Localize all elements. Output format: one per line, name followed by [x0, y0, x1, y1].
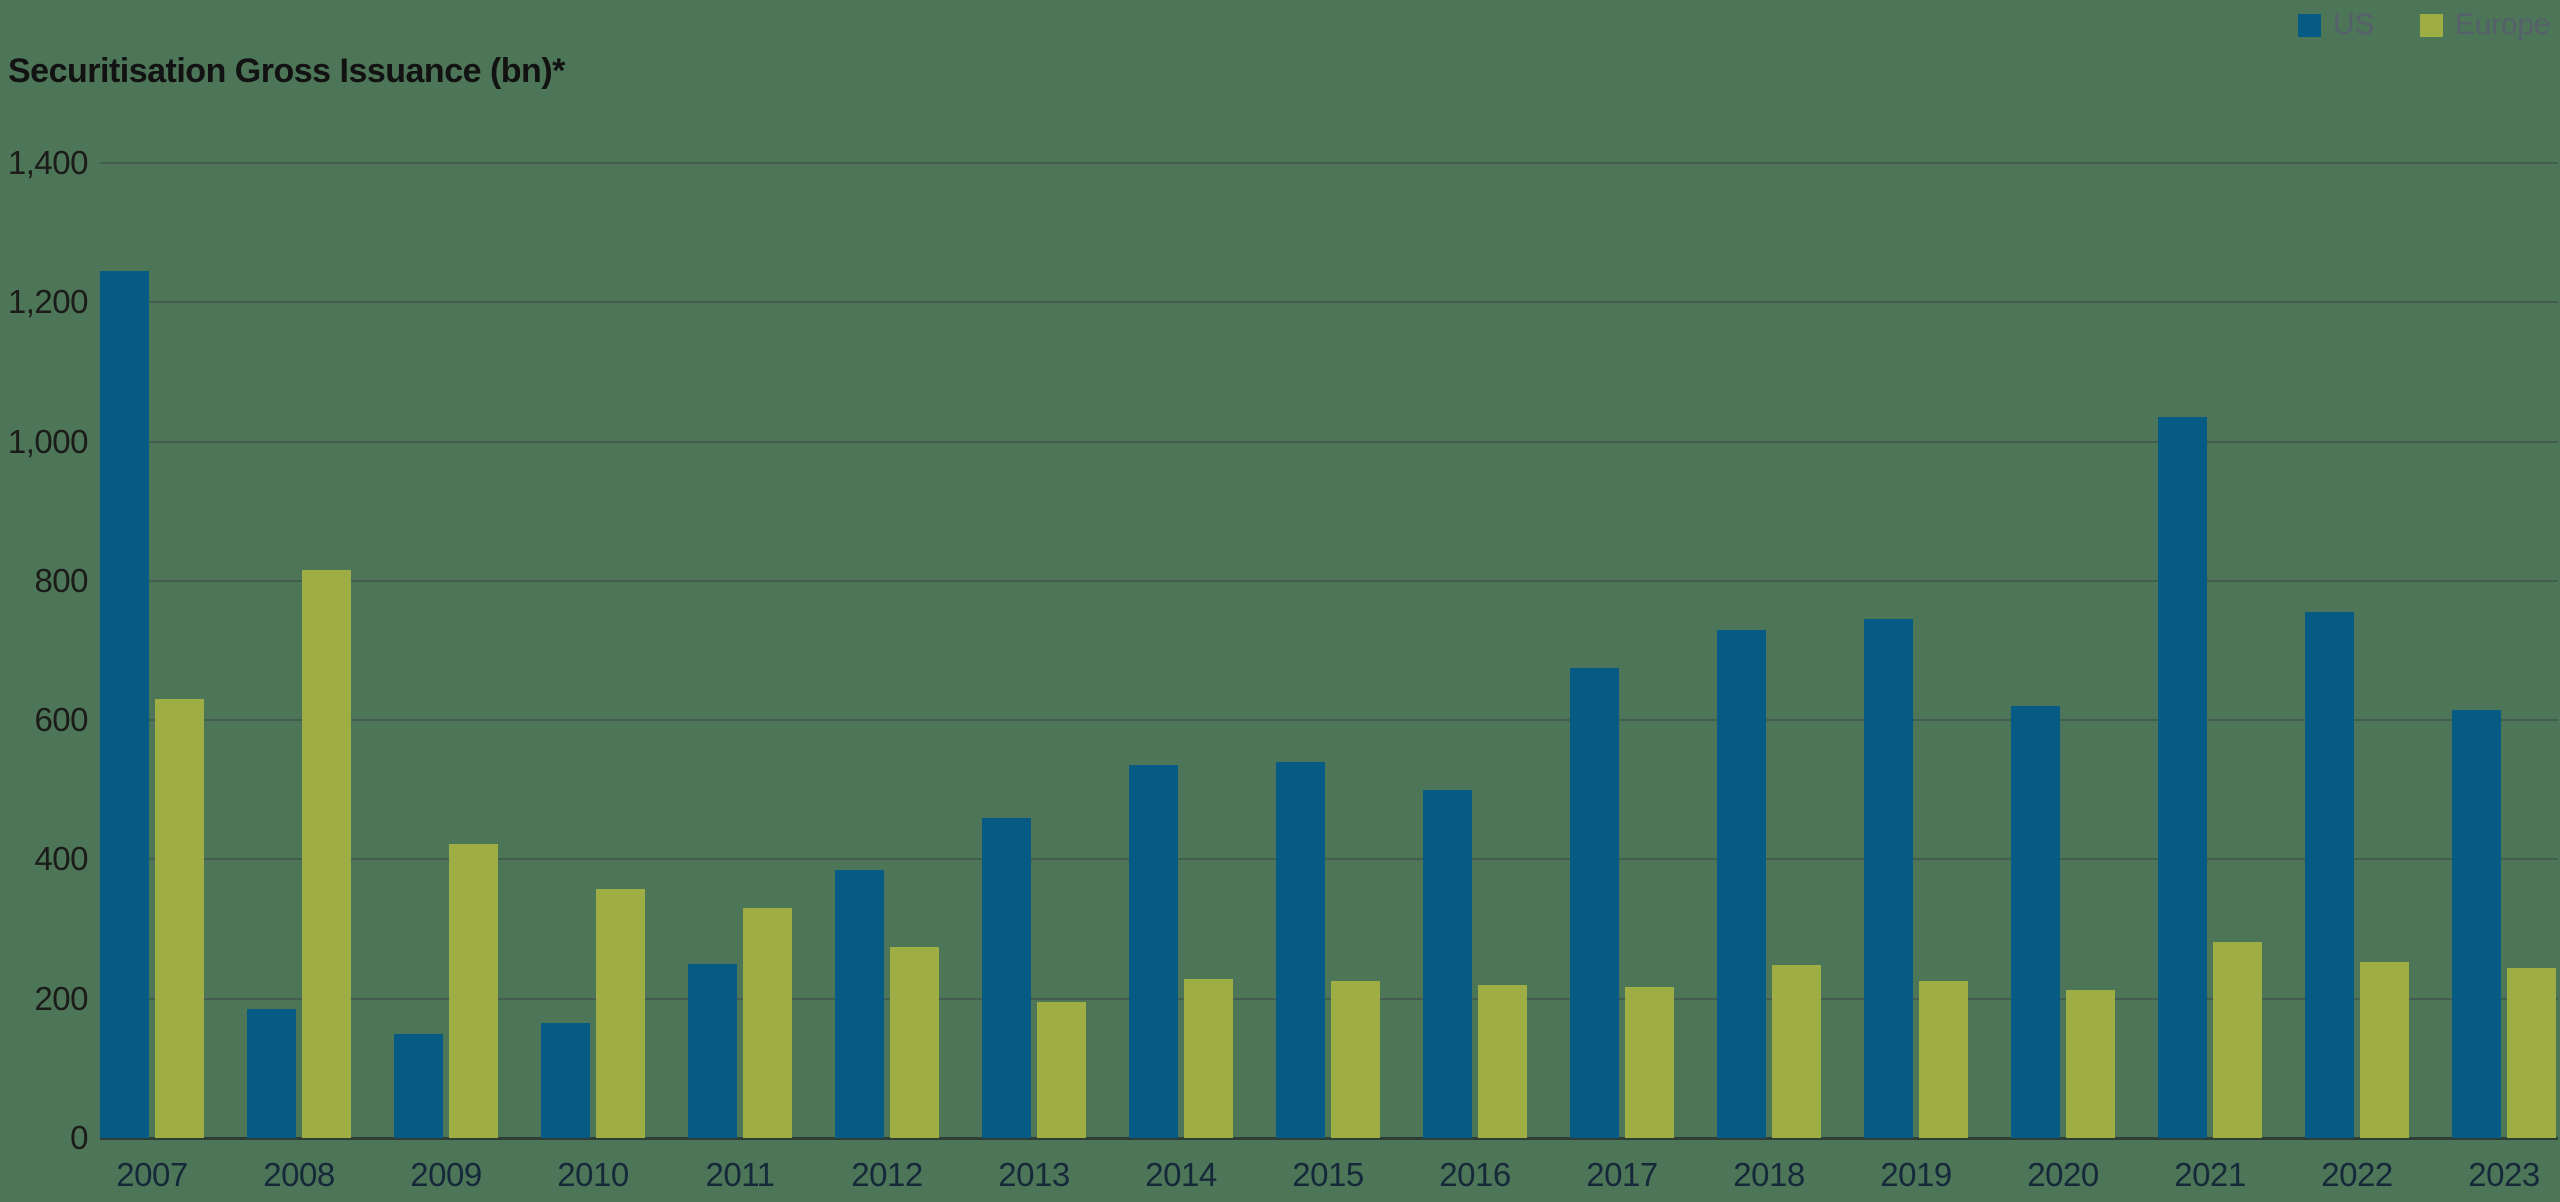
gridline	[100, 162, 2558, 164]
y-axis-tick-label: 1,000	[7, 422, 89, 460]
bar-us-2016	[1423, 790, 1472, 1138]
bar-us-2013	[982, 818, 1031, 1138]
bar-europe-2018	[1772, 965, 1821, 1138]
europe-legend-swatch-icon	[2420, 13, 2444, 37]
x-axis-label: 2018	[1733, 1156, 1805, 1193]
bar-us-2019	[1864, 619, 1913, 1138]
gridline	[100, 579, 2558, 582]
us-legend-swatch-icon	[2297, 13, 2321, 37]
bar-us-2008	[247, 1009, 296, 1138]
bar-group-2015	[1276, 762, 1380, 1138]
y-axis-tick-label: 800	[34, 561, 88, 599]
x-axis-line	[100, 1137, 2558, 1140]
x-axis-label: 2012	[851, 1156, 923, 1193]
x-axis-label: 2022	[2321, 1156, 2393, 1193]
bar-us-2007	[100, 271, 149, 1138]
bar-group-2023	[2452, 710, 2556, 1138]
y-axis-tick-label: 1,200	[7, 283, 89, 321]
bar-group-2017	[1570, 668, 1674, 1138]
legend-label-us: US	[2332, 8, 2375, 41]
bar-group-2007	[100, 271, 204, 1138]
bar-us-2012	[835, 870, 884, 1138]
y-axis-tick-label: 400	[34, 840, 88, 878]
legend-label-europe: Europe	[2455, 8, 2550, 41]
x-axis-labels: 2007 2008 2009 2010 2011 2012 2013 2014 2015 2016…	[100, 1156, 2556, 1194]
y-axis-tick-label: 200	[34, 979, 88, 1017]
bar-us-2021	[2158, 417, 2207, 1138]
legend-item-us: US	[2297, 8, 2375, 42]
bar-europe-2020	[2066, 990, 2115, 1138]
bar-europe-2007	[155, 699, 204, 1138]
bar-group-2021	[2158, 417, 2262, 1138]
bar-europe-2012	[890, 947, 939, 1138]
x-axis-label: 2019	[1880, 1156, 1952, 1193]
bar-group-2009	[394, 844, 498, 1138]
x-axis-label: 2021	[2174, 1156, 2246, 1193]
x-axis-label: 2020	[2027, 1156, 2099, 1193]
chart-title: Securitisation Gross Issuance (bn)*	[8, 52, 565, 90]
x-axis-label: 2010	[557, 1156, 629, 1193]
gridline	[100, 301, 2558, 304]
bar-group-2019	[1864, 619, 1968, 1138]
x-axis-label: 2023	[2468, 1156, 2540, 1193]
bar-group-2020	[2011, 706, 2115, 1138]
x-axis-label: 2016	[1439, 1156, 1511, 1193]
gridline	[100, 719, 2558, 722]
legend-item-europe: Europe	[2420, 8, 2550, 42]
bars-layer	[100, 271, 2556, 1138]
x-axis-label: 2015	[1292, 1156, 1364, 1193]
bar-europe-2010	[596, 889, 645, 1138]
bar-europe-2015	[1331, 981, 1380, 1138]
x-axis-label: 2013	[998, 1156, 1070, 1193]
bar-group-2011	[688, 908, 792, 1138]
bar-us-2018	[1717, 630, 1766, 1138]
x-axis-label: 2017	[1586, 1156, 1658, 1193]
gridline	[100, 440, 2558, 443]
bar-us-2014	[1129, 765, 1178, 1138]
bar-europe-2008	[302, 570, 351, 1138]
bar-europe-2011	[743, 908, 792, 1138]
bar-europe-2017	[1625, 987, 1674, 1138]
bar-us-2020	[2011, 706, 2060, 1138]
bar-us-2011	[688, 964, 737, 1138]
bar-us-2010	[541, 1023, 590, 1138]
bar-us-2015	[1276, 762, 1325, 1138]
x-axis-label: 2009	[410, 1156, 482, 1193]
bar-group-2013	[982, 818, 1086, 1138]
bar-us-2009	[394, 1034, 443, 1138]
bar-europe-2016	[1478, 985, 1527, 1138]
bar-us-2023	[2452, 710, 2501, 1138]
bar-us-2017	[1570, 668, 1619, 1138]
bar-us-2022	[2305, 612, 2354, 1138]
chart-legend: US Europe	[2297, 8, 2550, 42]
bar-europe-2013	[1037, 1002, 1086, 1138]
x-axis-label: 2007	[116, 1156, 188, 1193]
bar-group-2016	[1423, 790, 1527, 1138]
y-axis-tick-label: 0	[70, 1119, 88, 1156]
bar-europe-2021	[2213, 942, 2262, 1138]
gridline	[100, 997, 2558, 1000]
bar-europe-2022	[2360, 962, 2409, 1138]
y-axis-tick-label: 600	[34, 701, 88, 739]
bar-europe-2009	[449, 844, 498, 1138]
y-axis-tick-label: 1,400	[7, 144, 89, 181]
bar-group-2022	[2305, 612, 2409, 1138]
bar-group-2008	[247, 570, 351, 1138]
bar-group-2014	[1129, 765, 1233, 1138]
bar-group-2010	[541, 889, 645, 1138]
bar-group-2018	[1717, 630, 1821, 1138]
bar-europe-2019	[1919, 981, 1968, 1138]
x-axis-label: 2011	[705, 1156, 775, 1193]
x-axis-label: 2014	[1145, 1156, 1217, 1193]
x-axis-label: 2008	[263, 1156, 335, 1193]
bar-europe-2023	[2507, 968, 2556, 1138]
bar-group-2012	[835, 870, 939, 1138]
gridline	[100, 858, 2558, 861]
bar-europe-2014	[1184, 979, 1233, 1138]
